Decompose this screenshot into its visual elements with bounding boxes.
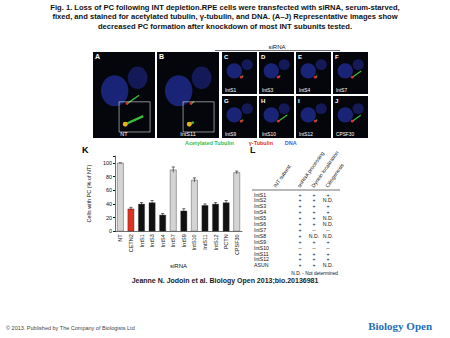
svg-text:NT: NT [120, 131, 128, 137]
svg-text:IntS9: IntS9 [225, 132, 237, 137]
svg-text:IntS12: IntS12 [213, 234, 219, 250]
svg-text:IntS7: IntS7 [254, 226, 267, 233]
svg-text:A: A [95, 53, 100, 60]
html-text:Biology Open: Biology Open [368, 320, 432, 332]
svg-text:IntS3: IntS3 [254, 203, 267, 210]
svg-text:20: 20 [106, 215, 112, 221]
html-text:Fig. 1. Loss of PC following I: Fig. 1. Loss of PC following INT depleti… [50, 3, 400, 31]
svg-text:Dynein localization: Dynein localization [309, 149, 340, 189]
svg-text:IntS5: IntS5 [254, 215, 267, 222]
svg-text:γ-Tubulin: γ-Tubulin [248, 139, 274, 146]
svg-text:IntS8: IntS8 [254, 232, 267, 239]
svg-text:40: 40 [106, 201, 112, 207]
svg-text:IntS10: IntS10 [254, 244, 269, 251]
svg-text:0: 0 [109, 228, 112, 234]
svg-text:IntS6: IntS6 [254, 221, 267, 227]
svg-text:J: J [335, 98, 338, 104]
svg-text:PCTN: PCTN [223, 234, 229, 249]
svg-text:N.D.: N.D. [322, 197, 334, 204]
svg-text:+: + [298, 262, 301, 268]
svg-text:DNA: DNA [285, 140, 297, 146]
svg-text:Ciliogenesis: Ciliogenesis [324, 162, 345, 189]
html-text:© 2013. Published by The Compa: © 2013. Published by The Company of Biol… [6, 325, 135, 331]
svg-text:Cells with PC (% of NT): Cells with PC (% of NT) [86, 165, 92, 223]
svg-text:IntS7: IntS7 [170, 234, 176, 247]
svg-text:IntS11: IntS11 [202, 234, 208, 250]
svg-text:IntS4: IntS4 [254, 209, 267, 216]
svg-text:IntS3: IntS3 [262, 88, 274, 93]
svg-text:INT subunit: INT subunit [272, 163, 292, 189]
svg-text:N.D.: N.D. [322, 221, 334, 227]
svg-text:CPSF30: CPSF30 [336, 132, 354, 137]
svg-text:IntS9: IntS9 [254, 238, 267, 245]
svg-text:IntS3: IntS3 [149, 234, 155, 247]
svg-text:N.D.: N.D. [322, 215, 334, 222]
svg-text:G: G [224, 98, 229, 104]
html-text:Jeanne N. Jodoin et al. Biolog: Jeanne N. Jodoin et al. Biology Open 201… [131, 277, 319, 284]
svg-text:ASUN: ASUN [254, 262, 269, 268]
svg-text:IntS4: IntS4 [160, 234, 166, 247]
svg-text:B: B [159, 53, 164, 60]
svg-text:IntS12: IntS12 [299, 132, 313, 137]
svg-text:IntS11: IntS11 [254, 250, 269, 257]
svg-text:siRNA: siRNA [170, 263, 187, 269]
svg-text:CETN2: CETN2 [128, 234, 134, 252]
svg-text:CPSF30: CPSF30 [234, 234, 240, 255]
svg-text:L: L [250, 145, 256, 155]
svg-text:N.D. - Not determined: N.D. - Not determined [291, 271, 338, 275]
svg-text:IntS12: IntS12 [254, 256, 269, 263]
svg-text:NT: NT [117, 234, 123, 242]
svg-text:C: C [224, 54, 229, 60]
svg-text:F: F [335, 54, 339, 60]
svg-text:siRNA: siRNA [268, 44, 285, 50]
svg-text:+: + [312, 262, 315, 268]
html-text:K: K [82, 145, 89, 155]
svg-text:100: 100 [103, 160, 112, 166]
svg-text:IntS11: IntS11 [180, 131, 196, 137]
svg-text:60: 60 [106, 187, 112, 193]
svg-text:IntS1: IntS1 [225, 88, 237, 93]
svg-text:IntS9: IntS9 [181, 234, 187, 247]
svg-text:N.D.: N.D. [323, 262, 333, 268]
svg-text:IntS2: IntS2 [254, 197, 267, 204]
svg-text:E: E [298, 54, 302, 60]
html-text:N.D. N.D.: N.D. N.D. [308, 232, 334, 239]
svg-text:80: 80 [106, 174, 112, 180]
svg-text:IntS1: IntS1 [254, 191, 267, 198]
svg-text:IntS7: IntS7 [336, 88, 348, 93]
svg-text:H: H [261, 98, 265, 104]
svg-text:IntS10: IntS10 [262, 132, 276, 137]
svg-text:D: D [261, 54, 266, 60]
svg-text:Acetylated Tubulin: Acetylated Tubulin [185, 140, 234, 146]
svg-text:IntS10: IntS10 [191, 234, 197, 250]
svg-text:IntS1: IntS1 [139, 234, 145, 247]
svg-text:IntS4: IntS4 [299, 88, 311, 93]
svg-text:I: I [298, 98, 300, 104]
svg-text:snRNA processing: snRNA processing [295, 150, 326, 189]
